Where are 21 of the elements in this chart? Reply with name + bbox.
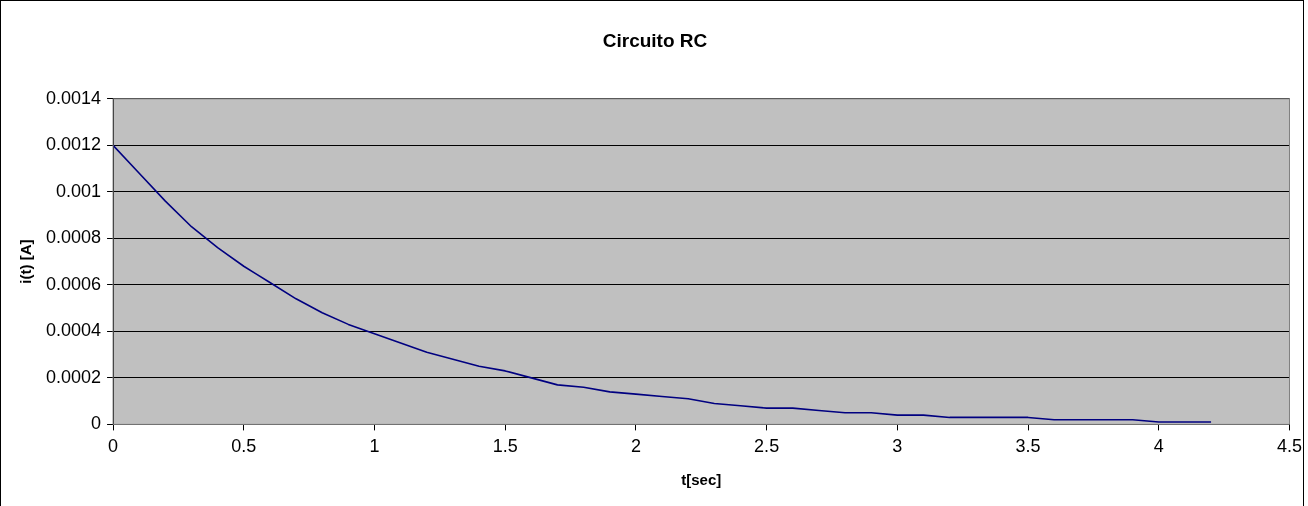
y-tick-label: 0.0006 [45, 273, 102, 294]
y-tick-label: 0.0004 [45, 320, 102, 341]
y-tick-label: 0.0008 [45, 227, 102, 248]
y-tick-label: 0.0014 [45, 87, 102, 108]
y-axis-title: i(t) [A] [17, 239, 35, 284]
x-axis-title: t[sec] [681, 471, 722, 489]
y-tick-label: 0.0012 [45, 134, 102, 155]
x-tick-label: 2.5 [754, 436, 780, 457]
y-tick-label: 0.001 [56, 180, 102, 201]
x-tick-label: 1.5 [492, 436, 518, 457]
x-tick-label: 4.5 [1276, 436, 1302, 457]
x-tick-label: 4 [1153, 436, 1164, 457]
x-tick-label: 3 [892, 436, 903, 457]
x-tick-label: 1 [369, 436, 380, 457]
x-tick-label: 0 [108, 436, 119, 457]
y-tick-label: 0.0002 [45, 366, 102, 387]
y-tick-label: 0 [91, 413, 102, 434]
x-tick-label: 3.5 [1015, 436, 1041, 457]
x-tick-label: 0.5 [231, 436, 257, 457]
x-tick-label: 2 [630, 436, 641, 457]
chart-title: Circuito RC [602, 29, 708, 51]
